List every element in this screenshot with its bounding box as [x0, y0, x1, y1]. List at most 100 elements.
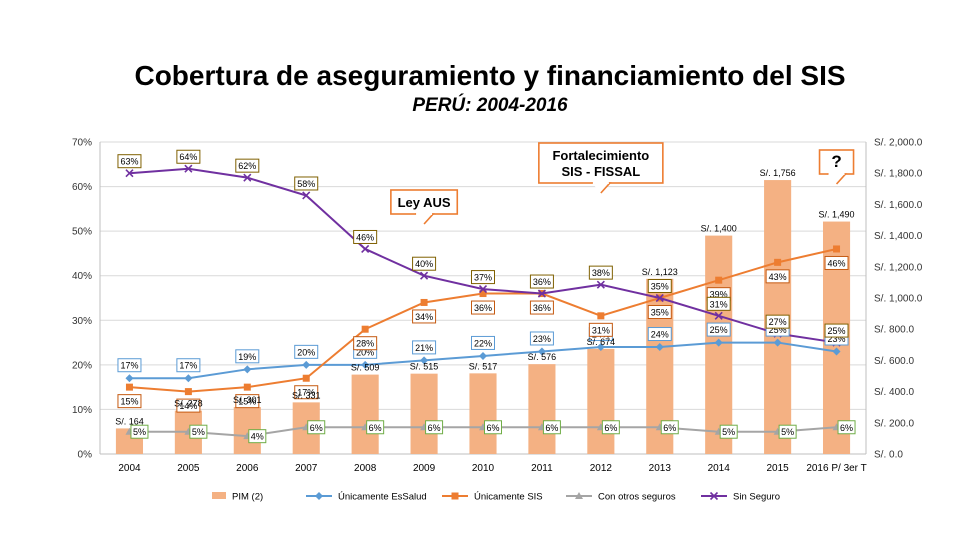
- svg-text:63%: 63%: [120, 157, 138, 167]
- svg-text:5%: 5%: [722, 427, 735, 437]
- right-axis-tick-label: S/. 1,200.0: [874, 262, 923, 273]
- right-axis-tick-label: S/. 800.0: [874, 325, 914, 336]
- sinseguro-data-label: 27%: [765, 314, 790, 329]
- legend-item: Únicamente SIS: [442, 492, 543, 503]
- svg-text:?: ?: [831, 152, 841, 171]
- svg-text:23%: 23%: [828, 334, 846, 344]
- otros-data-label: 5%: [719, 424, 738, 439]
- x-axis-tick-label: 2011: [531, 463, 553, 474]
- svg-text:39%: 39%: [710, 290, 728, 300]
- otros-data-label: 6%: [484, 420, 502, 435]
- essalud-point: [420, 356, 429, 365]
- svg-text:25%: 25%: [828, 326, 846, 336]
- svg-text:6%: 6%: [545, 423, 558, 433]
- sis-data-label: 31%: [588, 322, 613, 337]
- sinseguro-point: [537, 289, 546, 298]
- sis-point: [774, 258, 782, 266]
- sinseguro-point: [420, 271, 429, 280]
- svg-text:17%: 17%: [179, 361, 197, 371]
- svg-text:6%: 6%: [604, 423, 617, 433]
- sis-point: [833, 245, 841, 253]
- svg-text:58%: 58%: [297, 179, 315, 189]
- x-axis-tick-label: 2005: [177, 463, 200, 474]
- svg-text:27%: 27%: [769, 317, 787, 327]
- svg-text:28%: 28%: [356, 339, 374, 349]
- sis-point: [302, 374, 310, 382]
- sinseguro-data-label: 37%: [471, 270, 495, 285]
- otros-data-label: 6%: [660, 420, 679, 435]
- svg-text:64%: 64%: [179, 152, 197, 162]
- sis-data-label: 43%: [765, 269, 790, 284]
- legend-item: Únicamente EsSalud: [306, 492, 427, 503]
- otros-data-label: 6%: [837, 420, 856, 435]
- sis-point: [125, 383, 133, 391]
- svg-text:Únicamente EsSalud: Únicamente EsSalud: [338, 492, 427, 503]
- svg-text:19%: 19%: [238, 352, 256, 362]
- x-axis-tick-label: 2008: [354, 463, 377, 474]
- svg-text:5%: 5%: [192, 427, 205, 437]
- sis-data-label: 46%: [824, 255, 849, 270]
- essalud-point: [361, 360, 370, 369]
- left-axis-tick-label: 30%: [72, 316, 92, 327]
- otros-data-label: 5%: [130, 424, 149, 439]
- otros-data-label: 5%: [189, 424, 208, 439]
- svg-text:43%: 43%: [769, 272, 787, 282]
- right-axis-tick-label: S/. 0.0: [874, 450, 903, 461]
- svg-text:15%: 15%: [238, 397, 256, 407]
- sinseguro-data-label: 63%: [117, 154, 142, 169]
- right-axis-tick-label: S/. 1,000.0: [874, 294, 923, 305]
- essalud-point: [243, 365, 252, 374]
- pim-data-label: S/. 301: [233, 395, 262, 405]
- left-axis-tick-label: 50%: [72, 227, 92, 238]
- sis-data-label: 34%: [412, 309, 437, 324]
- essalud-data-label: 17%: [117, 358, 142, 373]
- pim-data-label: S/. 278: [174, 399, 203, 409]
- x-axis-tick-label: 2014: [708, 463, 731, 474]
- svg-text:6%: 6%: [663, 423, 676, 433]
- chart-subtitle: PERÚ: 2004-2016: [412, 95, 568, 116]
- pim-data-label: S/. 1,756: [760, 168, 796, 178]
- svg-text:31%: 31%: [710, 299, 728, 309]
- pim-data-label: S/. 576: [528, 352, 557, 362]
- sinseguro-data-label: 46%: [353, 229, 378, 244]
- sinseguro-data-label: 40%: [412, 256, 437, 271]
- x-axis-tick-label: 2006: [236, 463, 259, 474]
- pim-data-label: S/. 1,490: [819, 210, 855, 220]
- svg-text:36%: 36%: [533, 303, 551, 313]
- svg-text:6%: 6%: [428, 423, 441, 433]
- right-axis-tick-label: S/. 400.0: [874, 387, 914, 398]
- svg-text:SIS - FISSAL: SIS - FISSAL: [561, 164, 640, 179]
- sis-point: [715, 276, 723, 284]
- pim-bar: [351, 374, 379, 454]
- svg-text:36%: 36%: [533, 277, 551, 287]
- otros-data-label: 6%: [601, 420, 620, 435]
- svg-text:25%: 25%: [769, 325, 787, 335]
- sinseguro-point: [714, 311, 723, 320]
- svg-text:15%: 15%: [120, 397, 138, 407]
- svg-text:Sin Seguro: Sin Seguro: [733, 492, 780, 503]
- sinseguro-data-label: 36%: [529, 274, 554, 289]
- right-axis-tick-label: S/. 600.0: [874, 356, 914, 367]
- svg-text:24%: 24%: [651, 330, 669, 340]
- svg-text:5%: 5%: [133, 427, 146, 437]
- right-axis-tick-label: S/. 2,000.0: [874, 138, 923, 149]
- left-axis-tick-label: 0%: [78, 450, 93, 461]
- otros-data-label: 6%: [425, 420, 444, 435]
- essalud-point: [537, 347, 546, 356]
- svg-text:Únicamente SIS: Únicamente SIS: [474, 492, 543, 503]
- svg-text:25%: 25%: [710, 325, 728, 335]
- svg-text:36%: 36%: [474, 303, 492, 313]
- sis-data-label: 36%: [529, 300, 554, 315]
- pim-bar: [528, 364, 556, 454]
- legend-item: PIM (2): [212, 492, 263, 503]
- svg-text:31%: 31%: [592, 325, 610, 335]
- pim-data-label: S/. 331: [292, 390, 321, 400]
- sinseguro-data-label: 58%: [294, 176, 319, 191]
- sinseguro-point: [243, 173, 252, 182]
- pim-data-label: S/. 1,123: [642, 267, 678, 277]
- right-axis-tick-label: S/. 1,600.0: [874, 200, 923, 211]
- x-axis-tick-label: 2015: [766, 463, 789, 474]
- sis-data-label: 36%: [471, 300, 495, 315]
- svg-text:62%: 62%: [238, 161, 256, 171]
- x-axis-tick-label: 2013: [649, 463, 672, 474]
